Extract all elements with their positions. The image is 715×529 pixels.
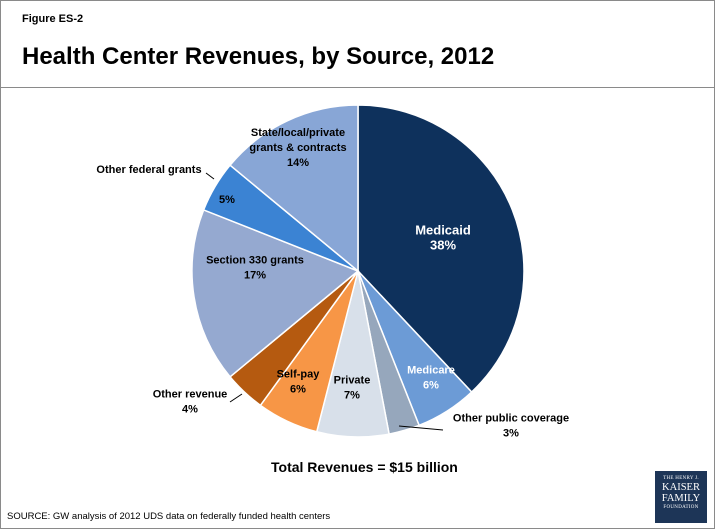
- slice-label-other-public-coverage: Other public coverage 3%: [453, 413, 569, 440]
- slice-value-section-330-grants: 17%: [244, 270, 266, 282]
- slice-value-state-local-private-grants-contracts: 14%: [287, 157, 309, 169]
- slice-label-state-local-private-grants-contracts: State/local/private grants & contracts 14%: [249, 127, 346, 169]
- slice-name-other-revenue: Other revenue: [153, 389, 228, 401]
- logo-line-4: FOUNDATION: [663, 505, 699, 510]
- slice-name-private: Private: [334, 375, 371, 387]
- logo-line-1: THE HENRY J.: [663, 476, 699, 481]
- slice-label-other-federal-grants: Other federal grants 5%: [96, 164, 235, 206]
- slice-name-state-local-private-grants-contracts: State/local/private: [251, 127, 345, 139]
- total-revenues-label: Total Revenues = $15 billion: [271, 459, 458, 475]
- slice-value-medicaid: 38%: [430, 238, 456, 253]
- slice-label-section-330-grants: Section 330 grants 17%: [206, 255, 304, 282]
- slice-name-other-public-coverage: Other public coverage: [453, 413, 569, 425]
- slice-value-medicare: 6%: [423, 380, 439, 392]
- leader-line-other-revenue: [229, 393, 243, 403]
- chart-title: Health Center Revenues, by Source, 2012: [22, 43, 495, 70]
- source-note: SOURCE: GW analysis of 2012 UDS data on …: [7, 511, 331, 522]
- leader-line-other-public-coverage: [398, 425, 444, 431]
- slice-name-medicare: Medicare: [407, 365, 455, 377]
- logo-line-3: FAMILY: [661, 493, 701, 504]
- pie-slice-medicaid: [357, 104, 525, 394]
- slice-label-private: Private 7%: [334, 375, 371, 402]
- figure-label: Figure ES-2: [22, 13, 84, 25]
- slice-label-medicare: Medicare 6%: [407, 365, 455, 392]
- kff-logo: THE HENRY J. KAISER FAMILY FOUNDATION: [655, 471, 707, 523]
- logo-line-2: KAISER: [662, 482, 700, 493]
- slice-name-state-local-private-grants-contracts: grants & contracts: [249, 142, 346, 154]
- pie-slice-section-330-grants: [191, 208, 360, 378]
- title-divider: [1, 87, 714, 88]
- slice-value-other-federal-grants: 5%: [219, 194, 235, 206]
- slice-value-private: 7%: [344, 390, 360, 402]
- slice-value-self-pay: 6%: [290, 384, 306, 396]
- slice-name-other-federal-grants: Other federal grants: [96, 164, 201, 176]
- leader-line-other-federal-grants: [205, 172, 215, 180]
- slice-label-other-revenue: Other revenue 4%: [153, 389, 228, 416]
- pie-slice-state-local-private-grants-contracts: [229, 104, 359, 273]
- slice-value-other-revenue: 4%: [182, 404, 198, 416]
- slice-name-self-pay: Self-pay: [277, 369, 321, 381]
- slice-name-section-330-grants: Section 330 grants: [206, 255, 304, 267]
- slice-value-other-public-coverage: 3%: [503, 428, 519, 440]
- slice-name-medicaid: Medicaid: [415, 223, 471, 238]
- slice-label-self-pay: Self-pay 6%: [277, 369, 321, 396]
